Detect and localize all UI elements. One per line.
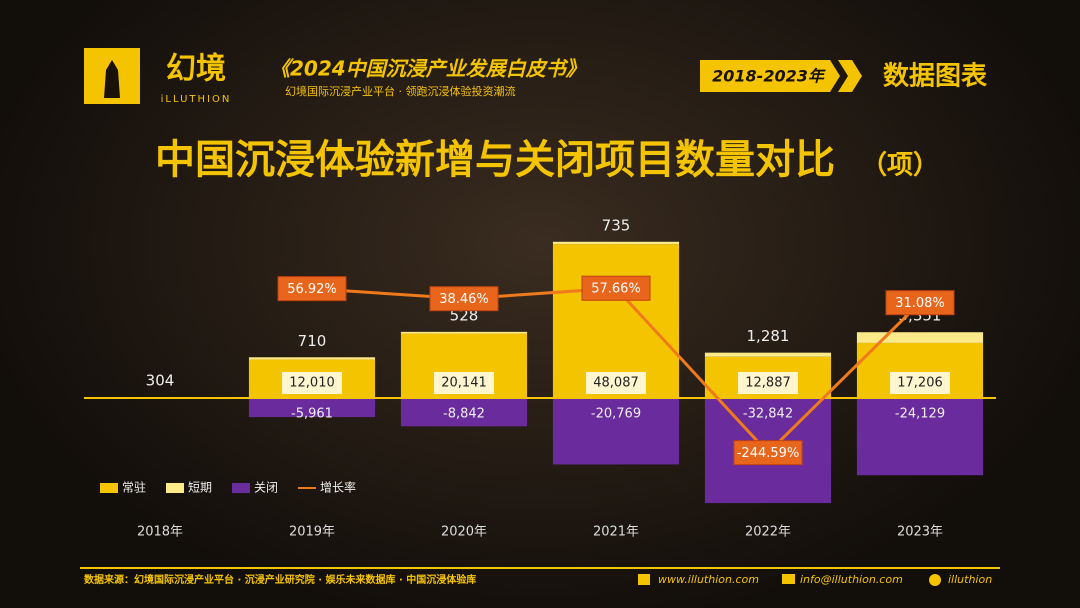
bar-closed [400, 398, 528, 427]
x-tick-label: 2021年 [593, 525, 639, 540]
legend-swatch [166, 483, 184, 493]
value-label: -5,961 [291, 407, 333, 422]
value-label: 48,087 [593, 376, 639, 391]
years: 2018-2023年 [712, 67, 826, 86]
bar-short-term [856, 332, 984, 343]
legend-label: 增长率 [320, 480, 356, 495]
value-label: -20,769 [591, 407, 641, 422]
label-box [738, 372, 798, 394]
logo-subtext: iLLUTHION [161, 94, 232, 105]
wechat: illuthion [948, 573, 992, 586]
x-tick-label: 2020年 [441, 525, 487, 540]
tagline: 幻境国际沉浸产业平台 · 领跑沉浸体验投资潮流 [285, 84, 516, 98]
rate-label-box [733, 440, 803, 466]
value-label: 735 [602, 216, 631, 234]
email: info@illuthion.com [800, 573, 903, 586]
logo-figure [104, 60, 120, 98]
legend-label: 关闭 [254, 481, 278, 495]
rate-label-box [429, 286, 499, 312]
book-title: 《2024中国沉浸产业发展白皮书》 [270, 57, 586, 81]
chart-title: 中国沉浸体验新增与关闭项目数量对比 [155, 137, 835, 183]
value-label: 12,887 [745, 376, 791, 391]
x-tick-label: 2023年 [897, 525, 943, 540]
bar-short-term [552, 241, 680, 245]
website: www.illuthion.com [658, 573, 759, 586]
legend-swatch [100, 483, 118, 493]
wechat-icon [929, 574, 941, 586]
x-tick-label: 2022年 [745, 525, 791, 540]
value-label: 12,010 [289, 376, 335, 391]
label-box [282, 372, 342, 394]
legend-label: 短期 [188, 481, 212, 495]
x-tick-label: 2019年 [289, 525, 335, 540]
bar-short-term [248, 357, 376, 360]
value-label: -32,842 [743, 407, 793, 422]
rate-label-box [277, 276, 347, 302]
value-label: -8,842 [443, 407, 485, 422]
value-label: 31.08% [895, 296, 945, 311]
chart-unit: （项） [861, 151, 939, 181]
x-tick-label: 2018年 [137, 525, 183, 540]
label-box [890, 372, 950, 394]
arrow [838, 60, 862, 92]
rate-label-box [581, 275, 651, 301]
home-icon [638, 574, 650, 585]
bar-closed [248, 398, 376, 418]
bar-closed [552, 398, 680, 465]
years-tag [700, 60, 840, 92]
mail-icon [782, 574, 795, 584]
value-label: 1,281 [747, 327, 790, 345]
value-label: 56.92% [287, 282, 337, 297]
value-label: 17,206 [897, 376, 943, 391]
legend-swatch [232, 483, 250, 493]
value-label: 710 [298, 332, 327, 350]
label-box [434, 372, 494, 394]
value-label: 304 [146, 372, 175, 390]
section-title: 数据图表 [883, 62, 988, 92]
source: 数据来源：幻境国际沉浸产业平台 · 沉浸产业研究院 · 娱乐未来数据库 · 中国… [84, 573, 476, 586]
label-box [586, 372, 646, 394]
value-label: 38.46% [439, 292, 489, 307]
bar-short-term [400, 331, 528, 334]
value-label: -24,129 [895, 407, 945, 422]
bar-closed [856, 398, 984, 476]
value-label: 20,141 [441, 376, 487, 391]
bar-short-term [704, 352, 832, 357]
logo-text: 幻境 [166, 52, 226, 87]
legend-label: 常驻 [122, 480, 146, 495]
rate-label-box [885, 290, 955, 316]
value-label: -244.59% [737, 446, 800, 461]
value-label: 57.66% [591, 282, 641, 297]
